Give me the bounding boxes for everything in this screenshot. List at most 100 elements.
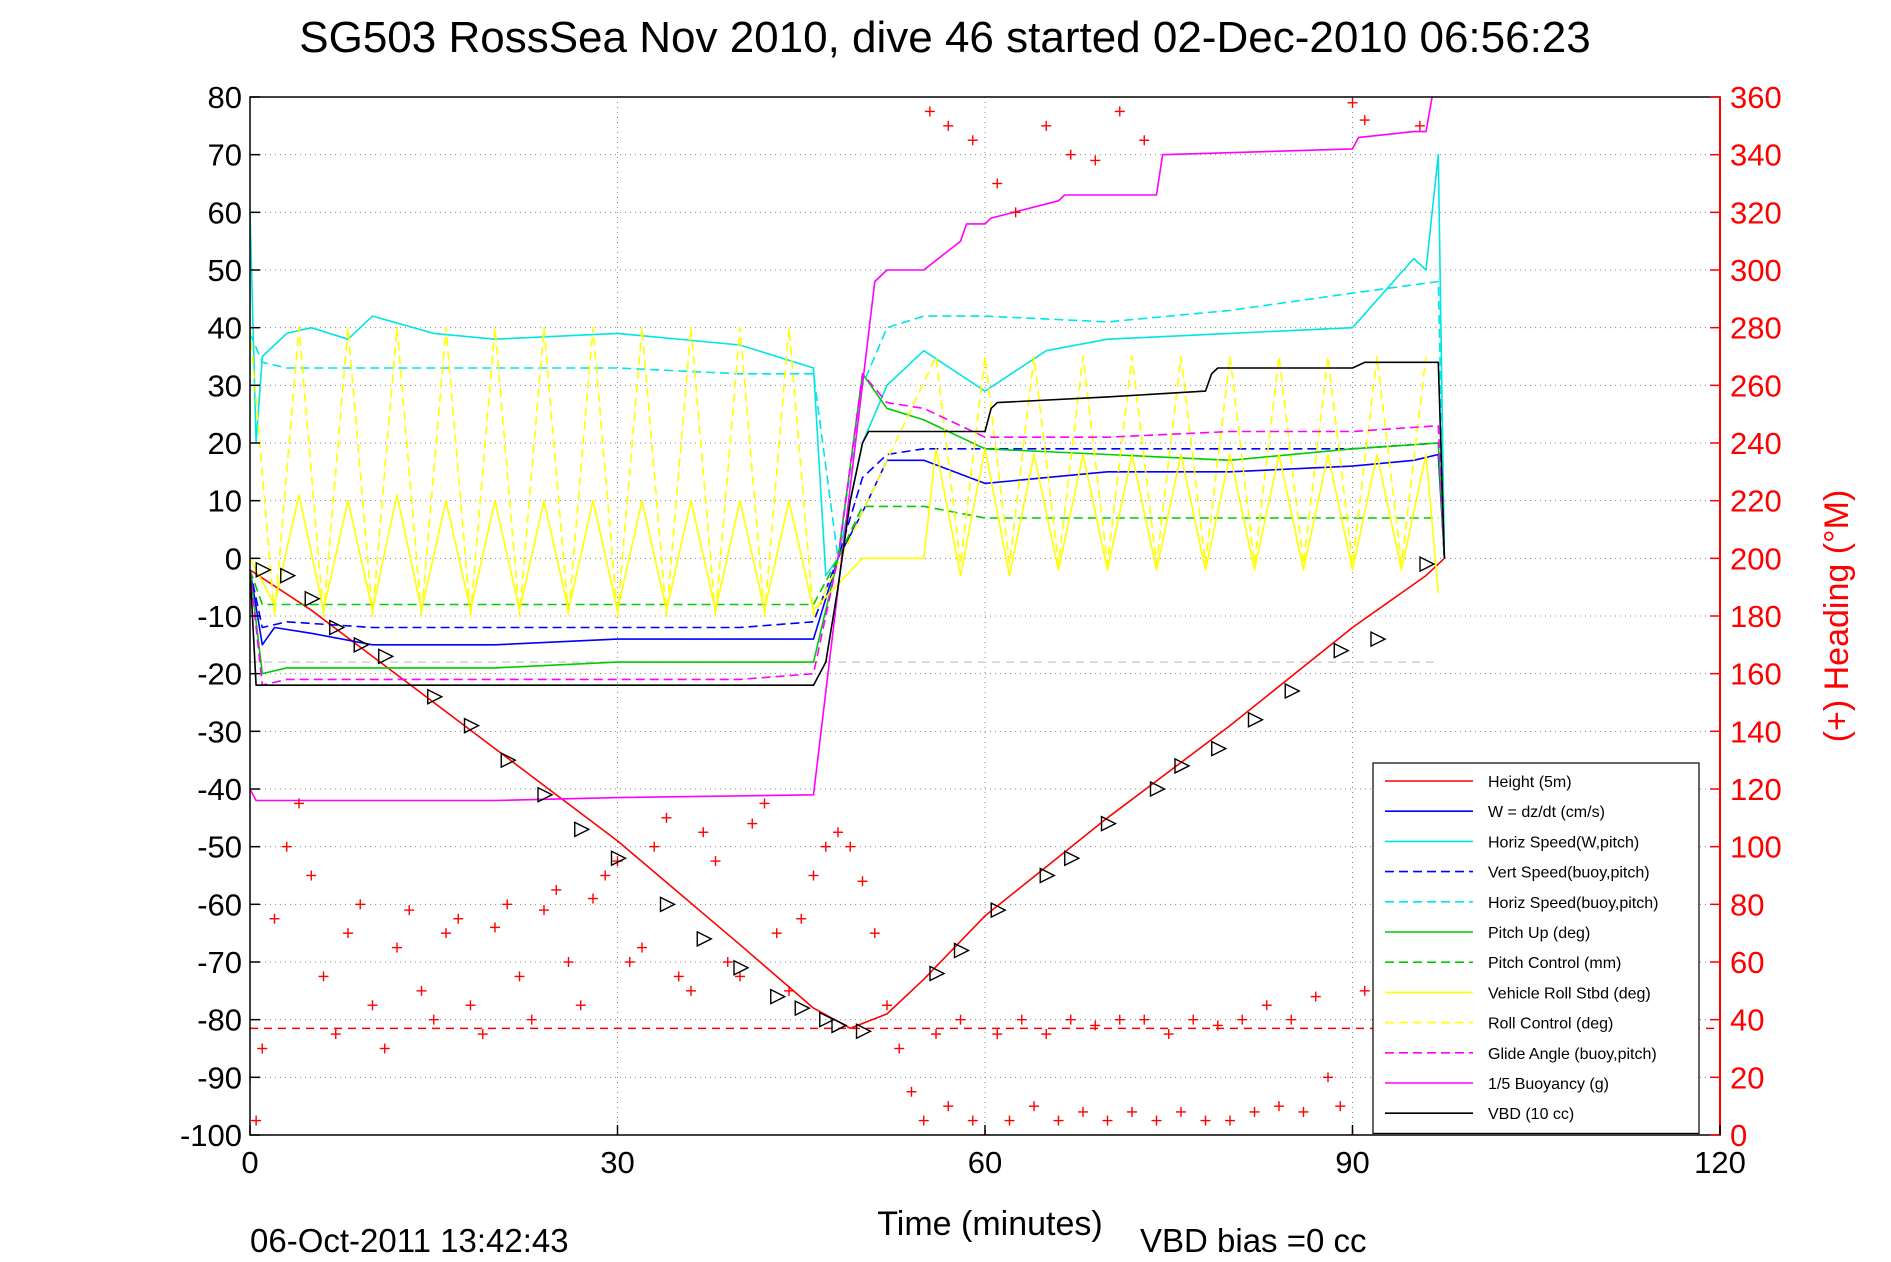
y-tick-label: -60 [197, 887, 242, 922]
heading-marker [526, 1014, 537, 1025]
y2-tick-label: 320 [1730, 195, 1782, 230]
y2-tick-label: 240 [1730, 426, 1782, 461]
y-tick-label: 40 [208, 311, 242, 346]
glider-marker [770, 988, 787, 1005]
heading-marker [784, 985, 794, 996]
series-line-vbd-10-cc [250, 361, 1446, 687]
legend-label-vert-speed-buoy-pitch: Vert Speed(buoy,pitch) [1488, 865, 1650, 882]
heading-marker [1004, 1115, 1015, 1126]
timestamp-footer: 06-Oct-2011 13:42:43 [250, 1222, 569, 1259]
glider-marker [855, 1023, 873, 1040]
glider-marker [1419, 555, 1436, 573]
heading-marker [551, 884, 562, 895]
glider-marker [304, 590, 321, 607]
x-axis-label: Time (minutes) [877, 1205, 1102, 1243]
heading-marker [955, 1014, 966, 1025]
heading-marker [931, 1029, 941, 1040]
heading-marker [1029, 1101, 1039, 1112]
heading-marker [1335, 1101, 1346, 1112]
heading-marker [318, 971, 329, 982]
heading-marker [710, 856, 721, 867]
series-line-pitch-up-deg [250, 372, 1446, 675]
series-line-roll-control-deg [250, 326, 1427, 617]
heading-marker [428, 1014, 439, 1025]
heading-marker [1188, 1014, 1199, 1025]
heading-marker [416, 985, 427, 996]
heading-marker [1249, 1106, 1260, 1117]
series-line-1-5-buoyancy-g [250, 97, 1433, 802]
heading-marker [649, 841, 660, 852]
heading-marker [992, 178, 1003, 189]
legend-label-horiz-speed-w-pitch: Horiz Speed(W,pitch) [1488, 834, 1639, 851]
y2-tick-label: 140 [1730, 714, 1782, 749]
heading-marker [539, 905, 549, 916]
y-tick-label: 10 [208, 484, 242, 519]
glider-marker [353, 636, 370, 653]
y2-tick-label: 100 [1730, 830, 1782, 865]
y2-tick-label: 120 [1730, 772, 1782, 807]
y-tick-label: 70 [208, 138, 242, 173]
heading-marker [392, 942, 402, 953]
glider-marker [427, 688, 444, 705]
heading-marker [967, 1115, 978, 1126]
glider-marker [831, 1017, 848, 1034]
y-tick-label: -10 [197, 599, 242, 634]
heading-marker [404, 905, 415, 916]
chart-title: SG503 RossSea Nov 2010, dive 46 started … [299, 13, 1591, 62]
glider-marker [280, 567, 297, 584]
heading-marker [490, 922, 500, 933]
heading-marker [1274, 1101, 1284, 1112]
heading-marker [367, 1000, 378, 1011]
legend-label-vehicle-roll-stbd-deg: Vehicle Roll Stbd (deg) [1488, 985, 1651, 1002]
series-line-vert-speed-buoy-pitch [250, 442, 1446, 629]
y-tick-label: -80 [197, 1003, 242, 1038]
heading-marker [1053, 1115, 1064, 1126]
heading-marker [1114, 106, 1125, 117]
glider-marker [1211, 740, 1228, 757]
heading-marker [1041, 120, 1052, 131]
glider-marker [574, 821, 591, 838]
legend-label-1-5-buoyancy-g: 1/5 Buoyancy (g) [1488, 1076, 1609, 1093]
heading-marker [294, 798, 304, 809]
heading-marker [796, 913, 807, 924]
glider-marker [1284, 682, 1301, 700]
heading-marker [1151, 1115, 1162, 1126]
glider-marker [1100, 815, 1118, 832]
heading-marker [1323, 1072, 1333, 1083]
heading-marker [747, 818, 758, 829]
heading-marker [771, 928, 782, 939]
heading-marker [624, 957, 635, 967]
y-tick-label: -50 [197, 830, 242, 865]
heading-marker [943, 1101, 954, 1112]
heading-marker [869, 928, 880, 939]
heading-marker [1010, 207, 1021, 218]
heading-marker [759, 798, 770, 809]
x-tick-label: 90 [1335, 1145, 1369, 1180]
y-tick-label: 30 [208, 368, 242, 403]
glider-marker [1064, 850, 1081, 867]
heading-marker [1139, 135, 1150, 146]
heading-marker [1163, 1029, 1174, 1040]
x-tick-label: 0 [241, 1145, 258, 1180]
glider-marker [953, 942, 971, 959]
y2-tick-label: 0 [1730, 1118, 1747, 1153]
glider-marker [1370, 630, 1387, 648]
x-tick-label: 120 [1694, 1145, 1746, 1180]
heading-marker [924, 106, 935, 117]
glider-marker [610, 850, 628, 867]
heading-marker [967, 135, 978, 146]
heading-marker [1090, 155, 1101, 166]
heading-marker [1065, 149, 1076, 160]
heading-marker [1041, 1029, 1052, 1040]
heading-marker [588, 893, 598, 904]
glider-marker [1149, 780, 1167, 798]
legend: Height (5m) W = dz/dt (cm/s) Horiz Speed(W… [1372, 762, 1700, 1134]
glider-marker [929, 965, 946, 982]
heading-marker [686, 985, 696, 996]
heading-marker [833, 827, 843, 838]
glider-marker [990, 901, 1007, 919]
y2-tick-label: 260 [1730, 368, 1782, 403]
right-axis-label: (+) Heading (°M) [1818, 490, 1856, 743]
y2-tick-label: 200 [1730, 541, 1782, 576]
heading-marker [1359, 115, 1370, 126]
